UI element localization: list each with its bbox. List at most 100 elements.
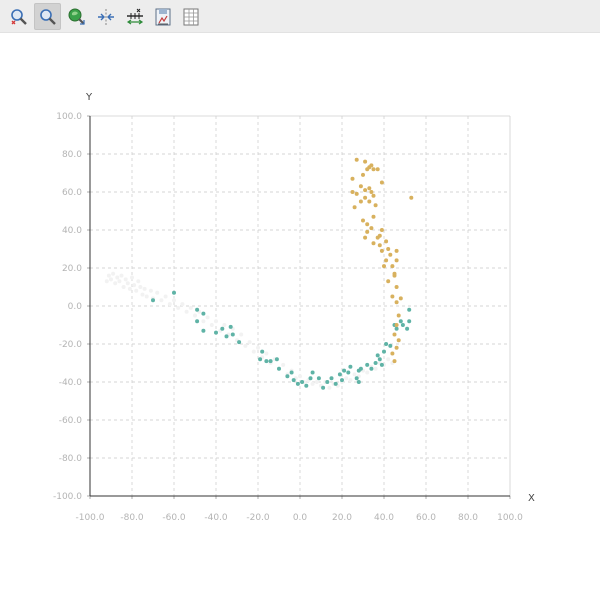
data-point	[363, 188, 368, 193]
data-point	[201, 319, 206, 324]
data-point	[142, 286, 147, 291]
data-point	[382, 264, 386, 269]
reset-axes-icon	[96, 7, 116, 27]
data-point	[394, 300, 399, 305]
data-point	[344, 376, 349, 381]
y-tick-label: -100.0	[53, 492, 82, 502]
data-point	[314, 380, 319, 384]
data-point	[205, 315, 210, 320]
data-point	[394, 258, 399, 263]
data-point	[195, 319, 200, 324]
data-point	[274, 357, 279, 362]
data-point	[113, 281, 118, 286]
x-tick-label: 60.0	[416, 513, 436, 523]
data-point	[285, 374, 290, 379]
data-table-button[interactable]	[177, 3, 204, 30]
data-point	[407, 307, 412, 312]
data-point	[220, 326, 225, 331]
data-point	[264, 351, 269, 356]
data-point	[277, 366, 281, 371]
data-point	[109, 277, 113, 282]
data-point	[382, 349, 386, 354]
data-point	[361, 218, 365, 223]
data-point	[371, 214, 376, 219]
pan-button[interactable]	[63, 3, 90, 30]
data-point	[356, 380, 361, 384]
data-point	[300, 380, 305, 384]
x-tick-label: 40.0	[374, 513, 394, 523]
zoom-button[interactable]	[34, 3, 61, 30]
data-point	[369, 226, 374, 231]
data-point	[384, 342, 389, 346]
grid	[90, 116, 510, 496]
data-point	[342, 368, 347, 373]
x-tick-label: 20.0	[332, 513, 352, 523]
data-point	[201, 311, 206, 316]
data-point	[396, 313, 401, 318]
data-point	[358, 199, 363, 204]
data-point	[340, 378, 344, 383]
x-tick-label: -60.0	[162, 513, 186, 523]
data-point	[371, 241, 376, 246]
y-axis-label: Y	[85, 92, 93, 103]
data-point	[348, 378, 353, 383]
data-point	[365, 167, 370, 172]
data-point	[258, 357, 263, 362]
data-point	[136, 279, 141, 284]
data-point	[352, 205, 357, 210]
y-tick-label: 40.0	[62, 226, 82, 236]
data-table-icon	[181, 7, 201, 27]
data-point	[392, 359, 397, 364]
data-point	[151, 298, 155, 303]
data-point	[365, 222, 370, 227]
data-point	[388, 252, 393, 257]
data-point	[243, 343, 248, 348]
data-point	[361, 172, 365, 177]
data-point	[247, 340, 252, 345]
data-point	[390, 294, 395, 299]
data-point	[295, 381, 300, 386]
data-point	[369, 190, 374, 194]
data-point	[106, 273, 111, 278]
save-image-button[interactable]	[149, 3, 176, 30]
data-point	[230, 332, 235, 337]
data-point	[184, 309, 189, 314]
y-tick-label: 80.0	[62, 150, 82, 160]
data-point	[365, 370, 370, 375]
data-point	[155, 290, 160, 295]
data-point	[407, 319, 412, 324]
data-point	[121, 285, 126, 289]
data-point	[119, 273, 124, 278]
data-point	[363, 195, 368, 200]
scatter-chart[interactable]: -100.0 -80.0 -60.0 -40.0 -20.0 0.0 20.0 40.0 60.…	[0, 33, 600, 600]
data-point	[365, 229, 370, 234]
chart-container: -100.0 -80.0 -60.0 -40.0 -20.0 0.0 20.0 40.0 60.…	[0, 33, 600, 604]
data-point	[350, 176, 355, 181]
data-point	[354, 157, 359, 162]
data-point	[264, 359, 269, 364]
data-point	[371, 167, 376, 172]
data-point	[409, 195, 414, 200]
y-tick-label: -20.0	[59, 340, 83, 350]
data-point	[394, 326, 399, 331]
data-point	[159, 298, 164, 303]
data-point	[375, 353, 380, 358]
data-point	[222, 323, 227, 327]
data-point	[172, 298, 176, 303]
reset-axes-button[interactable]	[92, 3, 119, 30]
data-points	[104, 157, 414, 390]
data-point	[386, 247, 391, 251]
data-point	[310, 370, 315, 375]
data-point	[390, 351, 395, 356]
data-point	[214, 319, 218, 324]
axis-settings-button[interactable]	[121, 3, 148, 30]
data-point	[379, 248, 384, 253]
data-point	[386, 357, 391, 362]
data-point	[396, 338, 401, 343]
data-point	[350, 190, 355, 194]
data-point	[367, 199, 372, 204]
x-axis-label: X	[528, 493, 535, 504]
data-point	[308, 376, 313, 381]
data-point	[373, 361, 378, 365]
zoom-select-button[interactable]	[5, 3, 32, 30]
